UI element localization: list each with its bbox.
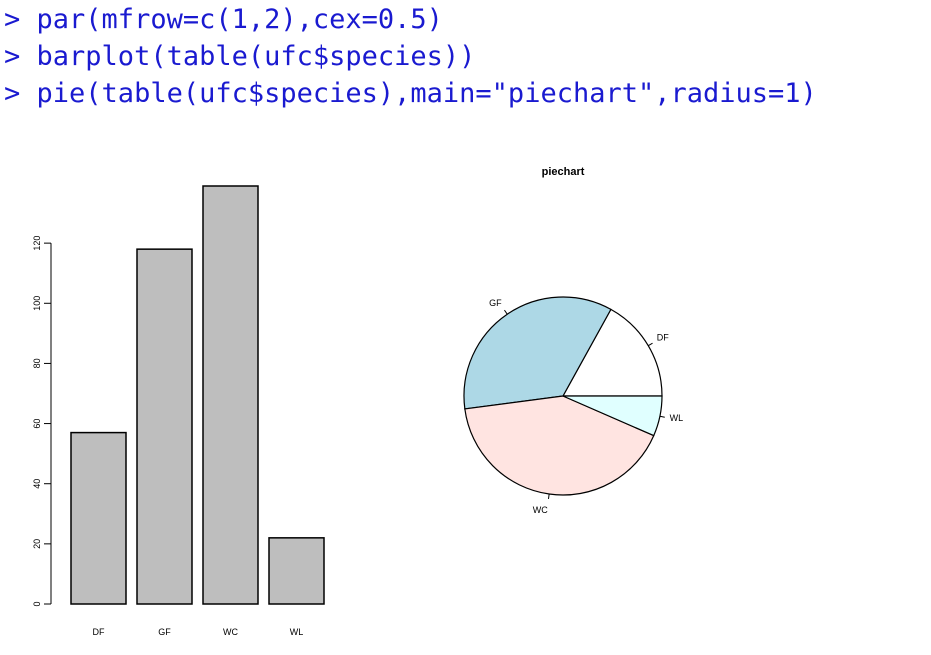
bar-x-label: DF	[93, 627, 105, 637]
bar-y-tick-label: 100	[32, 296, 42, 311]
bar-WC	[202, 185, 259, 605]
pie-label: WL	[670, 413, 684, 423]
console-code: par(mfrow=c(1,2),cex=0.5)	[36, 4, 443, 35]
pie-label-tick	[659, 415, 665, 418]
bar-y-ticks: 0 20 40 60 80 100 120	[32, 236, 51, 607]
bar-x-label: WC	[223, 627, 238, 637]
pie-label-tick	[547, 493, 550, 499]
bar-y-tick-label: 80	[32, 358, 42, 368]
console-prompt: >	[4, 78, 21, 109]
console-line[interactable]: > barplot(table(ufc$species))	[0, 38, 931, 75]
console-line[interactable]: > par(mfrow=c(1,2),cex=0.5)	[0, 1, 931, 38]
r-console: > par(mfrow=c(1,2),cex=0.5) > barplot(ta…	[0, 0, 931, 112]
bar-x-label: WL	[290, 627, 304, 637]
bar-y-tick-label: 20	[32, 539, 42, 549]
pie-labels: DF GF WC WL	[489, 298, 683, 515]
bar-bars	[70, 185, 325, 605]
console-prompt: >	[4, 4, 21, 35]
console-code: pie(table(ufc$species),main="piechart",r…	[36, 78, 817, 109]
pie-title: piechart	[542, 166, 585, 178]
bar-x-labels: DF GF WC WL	[93, 627, 304, 637]
console-line[interactable]: > pie(table(ufc$species),main="piechart"…	[0, 75, 931, 112]
pie-label-tick	[504, 309, 508, 315]
console-prompt: >	[4, 41, 21, 72]
pie-slices	[463, 296, 663, 496]
bar-chart: 0 20 40 60 80 100 120 DF GF WC WL	[32, 185, 325, 637]
bar-GF	[136, 248, 193, 605]
pie-label: DF	[657, 333, 669, 343]
bar-DF	[70, 431, 127, 605]
pie-slice-WL	[562, 395, 663, 437]
pie-label-tick	[648, 342, 653, 347]
console-code: barplot(table(ufc$species))	[36, 41, 476, 72]
plot-area: 0 20 40 60 80 100 120 DF GF WC WL piechart DF GF WC…	[0, 150, 931, 650]
plot-canvas: 0 20 40 60 80 100 120 DF GF WC WL piechart DF GF WC…	[32, 166, 683, 637]
pie-label: WC	[533, 505, 548, 515]
pie-slice-GF	[463, 296, 612, 410]
pie-label: GF	[489, 298, 502, 308]
bar-y-tick-label: 120	[32, 236, 42, 251]
bar-y-tick-label: 60	[32, 419, 42, 429]
bar-y-tick-label: 0	[32, 601, 42, 606]
bar-WL	[268, 537, 325, 605]
pie-slice-DF	[561, 308, 663, 397]
bar-y-tick-label: 40	[32, 479, 42, 489]
bar-x-label: GF	[158, 627, 171, 637]
pie-chart: piechart DF GF WC WL	[463, 166, 683, 515]
